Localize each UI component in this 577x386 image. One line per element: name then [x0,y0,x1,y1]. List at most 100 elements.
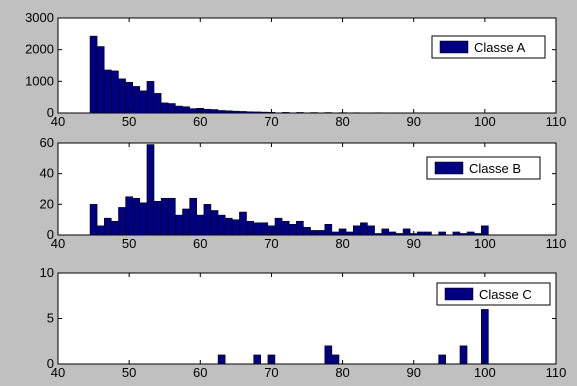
x-tick-label: 50 [122,365,136,380]
histogram-bar [332,232,339,235]
histogram-bar [147,81,154,113]
x-tick-label: 100 [474,365,496,380]
x-tick-label: 70 [264,114,278,129]
histogram-bar [190,198,197,235]
histogram-bar [211,110,218,113]
histogram-bar [325,224,332,235]
histogram-bar [111,71,118,113]
y-tick-label: 1000 [25,73,54,88]
histogram-bar [424,232,431,235]
histogram-bar [382,229,389,235]
legend: Classe A [432,36,545,58]
histogram-bar [175,215,182,235]
x-tick-label: 60 [193,236,207,251]
x-tick-label: 90 [406,365,420,380]
histogram-bar [289,224,296,235]
x-tick-label: 90 [406,114,420,129]
histogram-bar [168,198,175,235]
histogram-bar [282,112,289,113]
x-tick-label: 50 [122,236,136,251]
histogram-bar [318,230,325,235]
legend-swatch [445,288,473,300]
histogram-bar [118,79,125,113]
y-tick-label: 40 [40,166,54,181]
histogram-bar [247,221,254,235]
histogram-bar [211,210,218,235]
histogram-bar [417,232,424,235]
histogram-bar [154,93,161,113]
x-tick-label: 100 [474,114,496,129]
histogram-bar [168,104,175,114]
histogram-bar [389,232,396,235]
histogram-bar [261,223,268,235]
x-tick-label: 70 [264,236,278,251]
y-tick-label: 2000 [25,42,54,57]
histogram-bar [225,111,232,113]
histogram-bar [282,221,289,235]
histogram-bar [254,112,261,113]
histogram-bar [161,103,168,113]
histogram-bar [118,207,125,235]
legend-swatch [440,41,468,53]
x-tick-label: 80 [335,236,349,251]
histogram-bar [147,145,154,235]
x-tick-label: 100 [474,236,496,251]
legend-swatch [435,162,463,174]
y-tick-label: 60 [40,135,54,150]
histogram-bar [140,203,147,235]
x-tick-label: 110 [546,114,567,129]
histogram-bar [104,218,111,235]
histogram-bar [218,110,225,113]
histogram-bar [467,232,474,235]
y-tick-label: 10 [40,265,54,280]
histogram-bar [232,220,239,235]
legend: Classe B [427,157,540,179]
x-tick-label: 80 [335,365,349,380]
histogram-bar [225,218,232,235]
histogram-bar [140,91,147,113]
y-tick-label: 0 [47,105,54,120]
histogram-bar [403,229,410,235]
x-tick-label: 60 [193,365,207,380]
histogram-bar [353,226,360,235]
histogram-bar [261,112,268,113]
x-tick-label: 70 [264,365,278,380]
y-tick-label: 5 [47,311,54,326]
histogram-bar [439,355,446,364]
histogram-bar [367,226,374,235]
x-tick-label: 50 [122,114,136,129]
histogram-bar [190,109,197,113]
histogram-bar [254,355,261,364]
y-tick-label: 3000 [25,10,54,25]
histogram-bar [204,109,211,113]
histogram-bar [183,209,190,235]
legend: Classe C [437,283,550,305]
histogram-bar [126,197,133,235]
histogram-bar [90,204,97,235]
x-tick-label: 80 [335,114,349,129]
histogram-bar [218,355,225,364]
histogram-bar [239,111,246,113]
histogram-bar [111,221,118,235]
histogram-bar [218,215,225,235]
histogram-bar [183,107,190,113]
y-tick-label: 0 [47,356,54,371]
histogram-bar [97,47,104,114]
histogram-bar [97,226,104,235]
histogram-bar [247,112,254,113]
legend-label: Classe A [474,40,526,55]
histogram-bar [439,232,446,235]
histogram-bar [346,232,353,235]
histogram-bar [133,198,140,235]
histogram-bar [175,106,182,113]
histogram-bar [239,212,246,235]
histogram-bar [460,233,467,235]
legend-label: Classe B [469,161,521,176]
histogram-bar [453,232,460,235]
histogram-bar [460,346,467,364]
histogram-bar [154,201,161,235]
histogram-bar [254,223,261,235]
histogram-bar [161,198,168,235]
